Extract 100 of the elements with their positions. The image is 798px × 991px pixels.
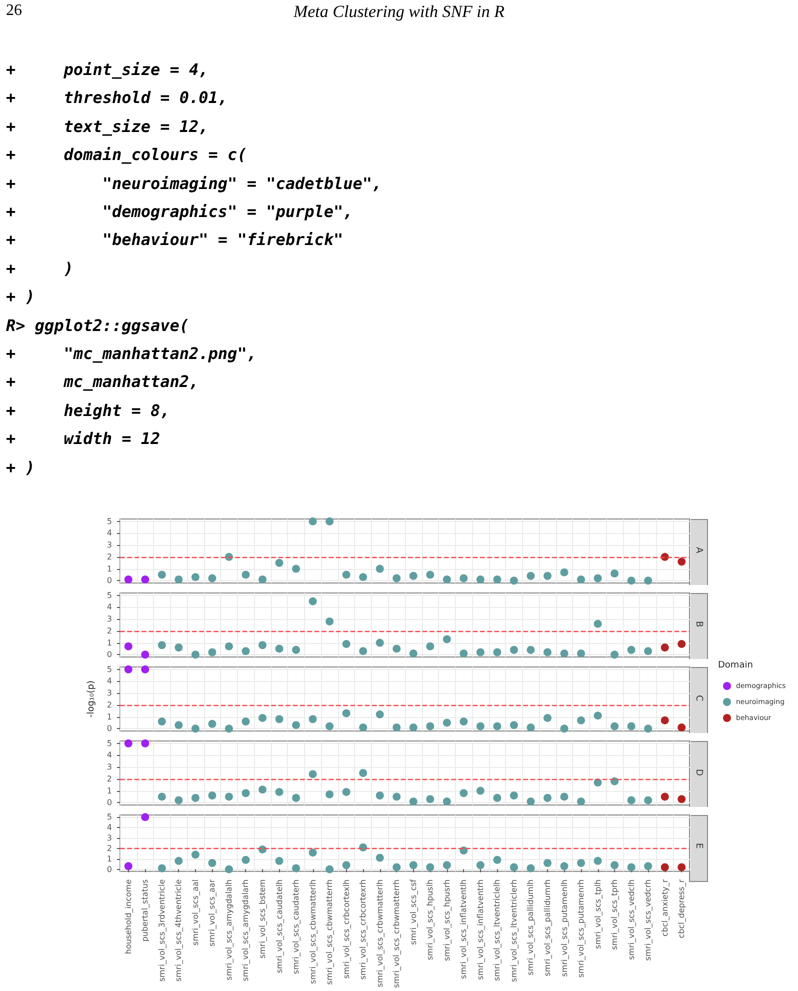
- y-tick-label: 5: [106, 812, 112, 822]
- point: [376, 792, 384, 800]
- point: [376, 564, 384, 573]
- y-tick-label: 4: [106, 750, 112, 760]
- point: [442, 635, 451, 644]
- x-tick-label: smri_vol_scs_vedcrh: [644, 879, 653, 961]
- point: [275, 856, 284, 865]
- point: [292, 794, 300, 802]
- point: [224, 724, 233, 733]
- text: E: [694, 843, 704, 849]
- point: [258, 575, 266, 584]
- x-tick-label: smri_vol_scs_inflatventlh: [459, 879, 468, 979]
- y-tick-label: 0: [106, 576, 112, 586]
- point: [594, 856, 602, 865]
- y-tick-label: 0: [106, 724, 112, 734]
- point: [258, 714, 266, 722]
- point: [610, 861, 619, 870]
- x-tick-label: smri_vol_scs_pallidumlh: [526, 879, 536, 976]
- point: [510, 576, 518, 585]
- y-tick-label: 3: [106, 688, 112, 698]
- point: [660, 644, 669, 652]
- text: + ): [6, 458, 35, 477]
- point: [242, 647, 250, 656]
- point: [191, 794, 200, 802]
- text: + height = 8,: [6, 400, 170, 420]
- text: + text_size = 12,: [6, 116, 208, 136]
- point: [678, 558, 686, 566]
- point: [409, 861, 418, 870]
- point: [208, 574, 216, 582]
- x-tick-label: smri_vol_scs_tplh: [593, 879, 602, 949]
- point: [577, 859, 586, 868]
- point: [426, 570, 434, 579]
- x-tick-label: smri_vol_scs_caudatelh: [274, 879, 284, 974]
- point: [510, 721, 518, 730]
- point: [308, 715, 317, 724]
- point: [493, 722, 502, 730]
- point: [560, 649, 568, 658]
- point: [224, 642, 233, 650]
- x-tick-label: smri_vol_scs_caudaterh: [292, 879, 301, 974]
- point: [308, 770, 317, 778]
- y-tick-label: 4: [106, 823, 112, 832]
- y-tick-label: 1: [106, 712, 112, 722]
- x-tick-label: smri_vol_scs_ltventriclerh: [509, 879, 518, 982]
- point: [242, 789, 250, 798]
- x-tick-label: pubertal_status: [140, 879, 150, 942]
- point: [627, 576, 636, 585]
- x-tick-label: cbcl_depress_r: [677, 878, 686, 938]
- text: 26: [6, 2, 22, 20]
- x-tick-label: smri_vol_scs_crbwmatterlh: [375, 879, 384, 988]
- y-tick-label: 2: [106, 626, 112, 636]
- point: [493, 794, 502, 802]
- y-tick-label: 2: [106, 552, 112, 562]
- x-tick-label: smri_vol_scs_amygdalalh: [224, 879, 234, 980]
- point: [610, 570, 619, 578]
- point: [627, 722, 636, 730]
- y-tick-label: 1: [106, 638, 112, 648]
- point: [526, 864, 535, 872]
- point: [308, 597, 317, 606]
- point: [292, 864, 300, 872]
- y-tick-label: 1: [106, 854, 112, 864]
- x-tick-label: smri_vol_scs_pallidumrh: [543, 879, 552, 976]
- y-tick-label: 0: [106, 650, 112, 660]
- y-tick-label: 0: [106, 864, 112, 874]
- point: [208, 859, 216, 868]
- text: + mc_manhattan2,: [6, 372, 199, 392]
- point: [124, 665, 132, 674]
- x-tick-label: smri_vol_scs_tprh: [610, 879, 620, 950]
- point: [326, 722, 334, 730]
- point: [275, 788, 284, 796]
- point: [594, 574, 602, 582]
- point: [275, 558, 284, 567]
- y-tick-label: 3: [106, 762, 112, 772]
- point: [191, 850, 200, 859]
- point: [158, 718, 166, 726]
- point: [191, 650, 200, 659]
- point: [627, 646, 636, 654]
- point: [442, 718, 451, 727]
- point: [460, 718, 468, 726]
- text: + ): [6, 287, 35, 306]
- x-tick-label: smri_vol_scs_aar: [208, 878, 217, 947]
- point: [308, 848, 317, 857]
- point: [124, 739, 132, 748]
- point: [359, 723, 368, 732]
- point: [409, 572, 418, 580]
- point: [426, 795, 434, 804]
- point: [526, 646, 535, 654]
- point: [460, 789, 468, 798]
- point: [124, 642, 132, 650]
- point: [224, 792, 233, 801]
- point: [258, 641, 266, 650]
- point: [376, 710, 384, 718]
- point: [141, 650, 150, 659]
- x-tick-label: smri_vol_scs_aal: [190, 879, 200, 946]
- y-tick-label: 5: [106, 738, 112, 748]
- point: [409, 797, 418, 806]
- x-tick-label: cbcl_anxiety_r: [660, 878, 670, 936]
- point: [426, 863, 434, 872]
- point: [392, 723, 401, 732]
- point: [510, 792, 518, 800]
- text: + "mc_manhattan2.png",: [6, 344, 256, 363]
